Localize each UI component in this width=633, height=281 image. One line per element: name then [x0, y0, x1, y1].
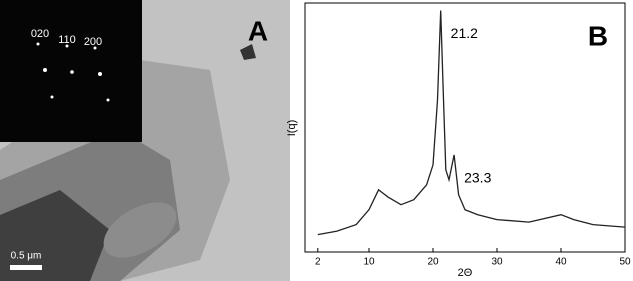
fold: [103, 202, 177, 258]
inset-label: 110: [58, 34, 76, 46]
x-tick-label: 20: [427, 257, 439, 268]
panel-label: A: [248, 15, 268, 46]
diffraction-spots: [36, 42, 110, 102]
panel-a: 020 110 200 A 0.5 μm: [0, 0, 290, 281]
y-axis-label: I(q): [286, 120, 298, 137]
panel-b: B 2Θ I(q) 2 10 20 30 40 50 21.2 23.3: [286, 2, 631, 279]
x-tick-label: 10: [363, 257, 375, 268]
x-tick-label: 2: [315, 257, 321, 268]
xrd-line: [317, 10, 626, 236]
plot-frame: [304, 2, 626, 253]
inset-label: 200: [84, 36, 102, 48]
flake: [0, 190, 110, 281]
x-tick-label: 50: [619, 257, 631, 268]
peak-label: 23.3: [464, 170, 491, 186]
panel-label: B: [588, 20, 608, 51]
inset-label: 020: [31, 28, 49, 40]
x-tick-label: 30: [491, 257, 503, 268]
particle: [240, 44, 256, 60]
scale-bar-label: 0.5 μm: [11, 251, 42, 262]
scale-bar: [10, 265, 42, 270]
x-tick-label: 40: [555, 257, 567, 268]
peak-label: 21.2: [451, 25, 478, 41]
x-axis-label: 2Θ: [458, 267, 473, 279]
